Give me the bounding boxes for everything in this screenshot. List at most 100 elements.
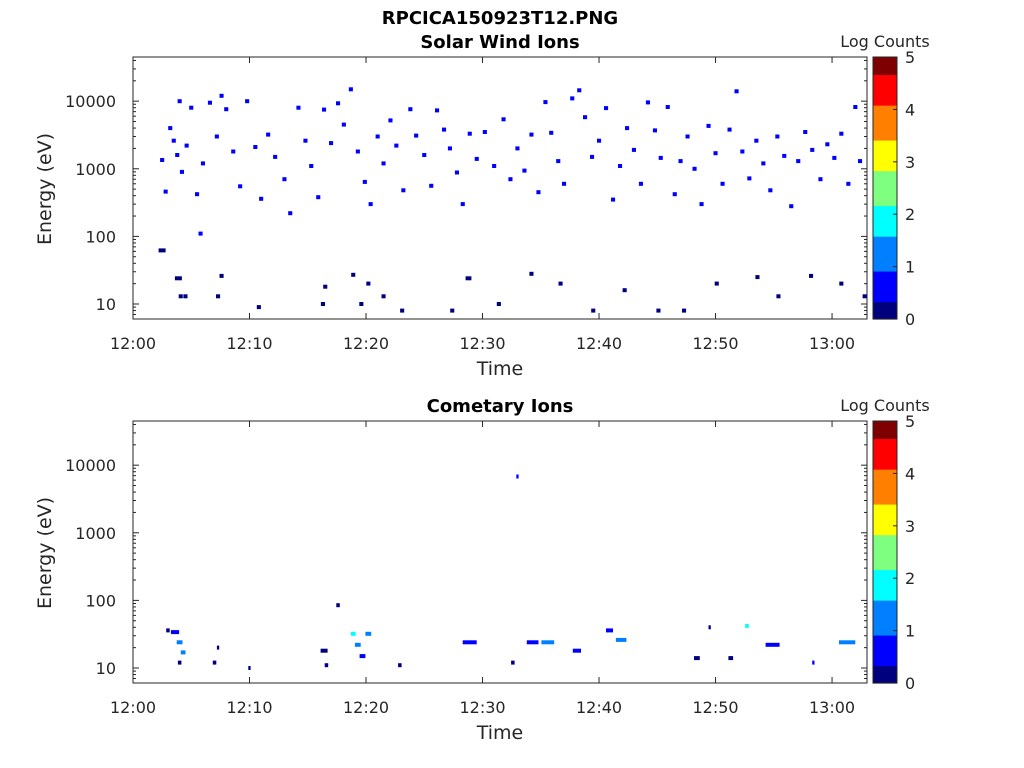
solar-wind-colorbar-segment [873,131,897,137]
cometary-colorbar-segment [873,508,897,514]
solar-wind-data-cell [536,190,541,195]
cometary-colorbar-segment [873,538,897,544]
solar-wind-data-cell [776,294,781,299]
solar-wind-data-cell [508,177,513,182]
solar-wind-colorbar-segment [873,214,897,220]
solar-wind-panel: Solar Wind Ions Log Counts Energy (eV) T… [34,32,930,380]
solar-wind-data-cell [699,202,704,207]
solar-wind-data-cell [706,123,711,128]
solar-wind-colorbar-segment [873,122,897,128]
cometary-colorbar-segment [873,560,897,566]
solar-wind-data-cell [622,288,627,293]
solar-wind-data-cell [862,294,867,299]
solar-wind-data-cell [543,100,548,105]
solar-wind-colorbar-segment [873,314,897,320]
solar-wind-data-cell [611,197,616,202]
solar-wind-data-cell [515,146,520,151]
solar-wind-data-cell [692,166,697,171]
solar-wind-ytick-label: 10 [96,295,116,314]
solar-wind-colorbar-segment [873,231,897,237]
solar-wind-data-cell [768,188,773,193]
solar-wind-colorbar-segment [873,157,897,163]
solar-wind-data-cell [336,101,341,106]
solar-wind-colorbar-segment [873,244,897,250]
solar-wind-data-cell [583,115,588,120]
cometary-colorbar: 0 1 2 3 4 5 [872,412,915,693]
solar-wind-data-cell [288,211,293,216]
solar-wind-colorbar-segment [873,57,897,62]
solar-wind-data-cell [747,176,752,181]
solar-wind-colorbar-segment [873,292,897,298]
solar-wind-colorbar-segment [873,118,897,124]
solar-wind-colorbar-segment [873,174,897,180]
solar-wind-data-cell [348,87,353,92]
solar-wind-data-cell [219,93,224,98]
solar-wind-colorbar-tick-label: 3 [905,153,915,172]
solar-wind-xtick-label: 12:00 [110,334,156,353]
solar-wind-data-cell [158,248,166,253]
solar-wind-data-cell [178,294,183,299]
solar-wind-data-cell [422,153,427,157]
solar-wind-data-cell [727,127,732,132]
solar-wind-colorbar-segment [873,170,897,176]
solar-wind-ylabel: Energy (eV) [34,133,56,245]
solar-wind-title: Solar Wind Ions [420,32,579,53]
cometary-data-cell [728,656,734,661]
solar-wind-plot-area [132,56,868,320]
solar-wind-data-cell [400,308,405,313]
solar-wind-colorbar-segment [873,196,897,202]
solar-wind-colorbar-segment [873,205,897,211]
solar-wind-data-cell [177,99,182,104]
cometary-colorbar-segment [873,421,897,426]
cometary-xtick-label: 12:20 [343,698,389,717]
cometary-data-cell [765,642,780,647]
cometary-colorbar-segment [873,617,897,623]
solar-wind-data-cell [591,308,596,313]
solar-wind-data-cell [755,275,760,280]
solar-wind-data-cell [562,181,567,186]
solar-wind-colorbar-segment [873,105,897,110]
cometary-colorbar-segment [873,451,897,457]
solar-wind-colorbar-segment [873,262,897,268]
solar-wind-data-cell [359,302,364,306]
solar-wind-colorbar-tick-label: 2 [905,205,915,224]
solar-wind-data-cell [429,183,434,188]
solar-wind-colorbar-segment [873,209,897,215]
solar-wind-data-cell [803,130,808,134]
solar-wind-data-cell [658,155,663,160]
solar-wind-data-cell [341,122,346,127]
cometary-colorbar-tick-label: 4 [905,464,915,483]
solar-wind-colorbar-segment [873,179,897,185]
solar-wind-data-cell [645,100,650,105]
cometary-cells [166,474,856,670]
solar-wind-colorbar-tick-label: 0 [905,310,915,329]
cometary-colorbar-segment [873,652,897,658]
cometary-colorbar-segment [873,495,897,501]
solar-wind-data-cell [366,281,371,286]
cometary-data-cell [511,660,515,665]
solar-wind-data-cell [638,181,643,186]
solar-wind-data-cell [183,294,188,299]
cometary-colorbar-segment [873,565,897,571]
solar-wind-data-cell [163,189,168,194]
solar-wind-data-cell [782,153,787,158]
solar-wind-colorbar-segment [873,253,897,259]
solar-wind-data-cell [556,159,561,164]
solar-wind-colorbar-segment [873,148,897,154]
solar-wind-data-cell [604,106,609,111]
solar-wind-colorbar-tick-label: 5 [905,48,915,67]
cometary-colorbar-tick-label: 1 [905,622,915,641]
cometary-data-cell [248,666,251,670]
solar-wind-data-cell [296,105,301,110]
cometary-colorbar-segment [873,521,897,527]
cometary-colorbar-segment [873,455,897,461]
solar-wind-data-cell [713,151,718,156]
solar-wind-data-cell [388,118,393,123]
solar-wind-data-cell [375,134,380,139]
solar-wind-ytick-label: 100 [85,227,116,246]
solar-wind-colorbar-segment [873,240,897,246]
cometary-xlabel: Time [476,722,524,744]
solar-wind-data-cell [381,294,386,299]
solar-wind-colorbar-segment [873,266,897,272]
solar-wind-data-cell [435,108,440,113]
